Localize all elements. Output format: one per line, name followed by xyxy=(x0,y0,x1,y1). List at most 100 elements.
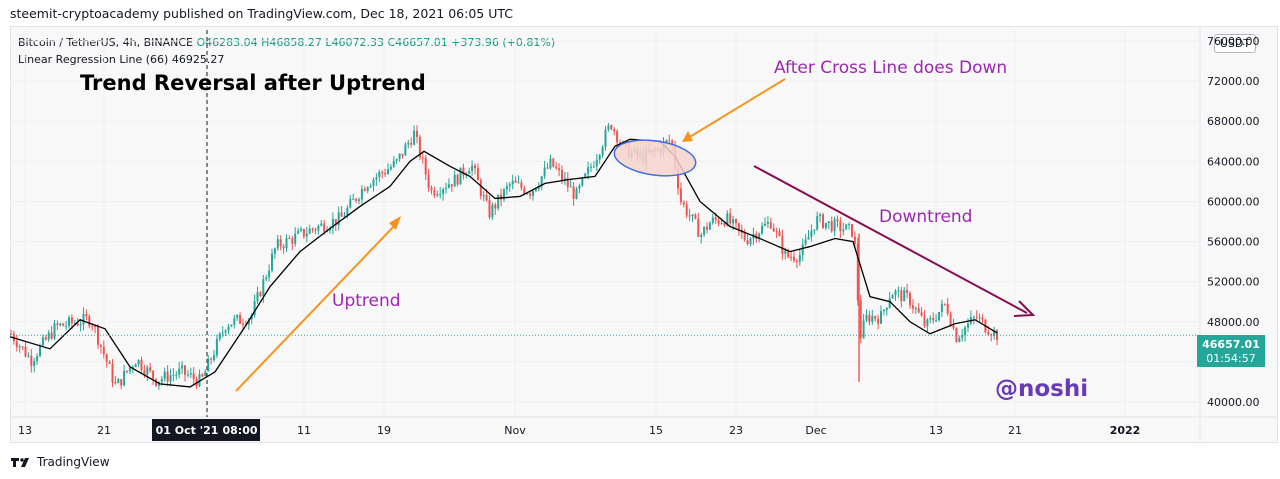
candle-body xyxy=(610,125,613,130)
author-label: @noshi xyxy=(995,376,1088,402)
candle-body xyxy=(685,204,688,216)
candle-body xyxy=(253,301,256,315)
chart-title: Trend Reversal after Uptrend xyxy=(80,71,426,95)
candle-body xyxy=(914,308,917,310)
downtrend-arrow-head xyxy=(1013,300,1036,317)
last-price-value: 46657.01 xyxy=(1202,338,1260,351)
symbol-label[interactable]: Bitcoin / TetherUS, 4h, BINANCE xyxy=(18,36,194,49)
candle-body xyxy=(711,217,714,224)
candle-body xyxy=(337,212,340,226)
candle-body xyxy=(233,318,236,325)
candle-body xyxy=(114,382,117,384)
candle-body xyxy=(613,129,616,132)
candle-body xyxy=(421,157,424,159)
candle-body xyxy=(958,337,961,342)
candle-body xyxy=(561,170,563,180)
candle-body xyxy=(366,187,369,191)
candle-body xyxy=(508,184,511,187)
chart-frame[interactable] xyxy=(10,26,1278,443)
candle-body xyxy=(120,379,123,386)
candle-body xyxy=(746,240,749,244)
candle-body xyxy=(433,189,436,196)
time-axis[interactable]: 13 21 01 Oct '21 08:00 11 19 Nov 15 23 Dec 13 21 202… xyxy=(18,419,1140,441)
candle-body xyxy=(775,231,778,233)
candle-body xyxy=(682,202,685,205)
candle-body xyxy=(213,355,215,360)
candle-body xyxy=(697,218,700,237)
candle-body xyxy=(33,360,36,366)
candle-body xyxy=(59,323,62,326)
candle-body xyxy=(784,250,787,254)
candle-body xyxy=(766,221,769,224)
candle-body xyxy=(149,367,152,371)
candle-body xyxy=(482,195,485,197)
candle-body xyxy=(987,332,990,335)
candle-body xyxy=(169,375,172,382)
candle-body xyxy=(343,216,346,218)
downtrend-label: Downtrend xyxy=(879,207,972,227)
y-tick-label: 40000.00 xyxy=(1207,396,1260,409)
candle-body xyxy=(291,238,294,244)
candle-body xyxy=(700,234,703,237)
candle-body xyxy=(677,167,679,189)
candle-body xyxy=(790,256,793,258)
candle-body xyxy=(10,333,12,335)
candle-body xyxy=(126,370,128,372)
x-tick-label: 19 xyxy=(377,424,391,437)
candle-body xyxy=(128,367,131,372)
candle-body xyxy=(694,214,697,219)
candle-body xyxy=(601,147,604,156)
candle-body xyxy=(894,290,897,296)
candle-body xyxy=(410,142,413,145)
candle-body xyxy=(288,238,291,240)
candle-body xyxy=(546,167,549,169)
grid-lines xyxy=(10,26,1200,417)
candle-body xyxy=(578,185,581,189)
candle-body xyxy=(845,224,848,230)
y-tick-label: 76000.00 xyxy=(1207,35,1260,48)
candle-body xyxy=(897,290,900,292)
candle-body xyxy=(732,219,735,224)
candle-body xyxy=(44,337,47,340)
candle-body xyxy=(24,346,27,357)
candle-body xyxy=(511,180,514,185)
candle-body xyxy=(56,323,59,326)
candle-body xyxy=(76,323,79,326)
crosshair-time-label-bg xyxy=(220,419,260,441)
candle-body xyxy=(134,364,137,368)
regression-line xyxy=(9,138,998,388)
candle-body xyxy=(131,367,134,369)
candle-body xyxy=(961,334,964,338)
candle-body xyxy=(30,355,33,366)
uptrend-arrow-head xyxy=(389,216,401,230)
candle-body xyxy=(247,319,250,325)
candle-body xyxy=(172,374,175,376)
candle-body xyxy=(911,305,914,309)
candle-body xyxy=(523,188,526,194)
candle-body xyxy=(352,198,355,200)
candle-body xyxy=(900,290,903,302)
x-tick-label: 13 xyxy=(18,424,32,437)
candle-body xyxy=(726,213,729,226)
candle-body xyxy=(462,167,465,176)
candle-body xyxy=(706,226,708,230)
candle-body xyxy=(532,190,534,196)
candle-body xyxy=(885,307,888,310)
x-tick-label: 08:00 xyxy=(222,424,257,437)
candle-body xyxy=(540,176,543,187)
candle-body xyxy=(239,315,242,324)
ohlc-values: O46283.04 H46858.27 L46072.33 C46657.01 … xyxy=(196,36,556,49)
candle-body xyxy=(735,219,737,224)
indicator-label[interactable]: Linear Regression Line (66) 46925.27 xyxy=(18,53,225,66)
candle-body xyxy=(192,373,195,380)
candle-body xyxy=(456,174,459,185)
candle-body xyxy=(474,165,476,169)
footer-brand[interactable]: TradingView xyxy=(37,455,110,469)
y-tick-label: 56000.00 xyxy=(1207,236,1260,249)
candle-body xyxy=(372,179,375,186)
legend-symbol-row: Bitcoin / TetherUS, 4h, BINANCE O46283.0… xyxy=(18,36,555,49)
currency-button[interactable]: USDT xyxy=(1214,34,1256,53)
candle-body xyxy=(276,239,279,249)
candle-body xyxy=(891,295,894,299)
